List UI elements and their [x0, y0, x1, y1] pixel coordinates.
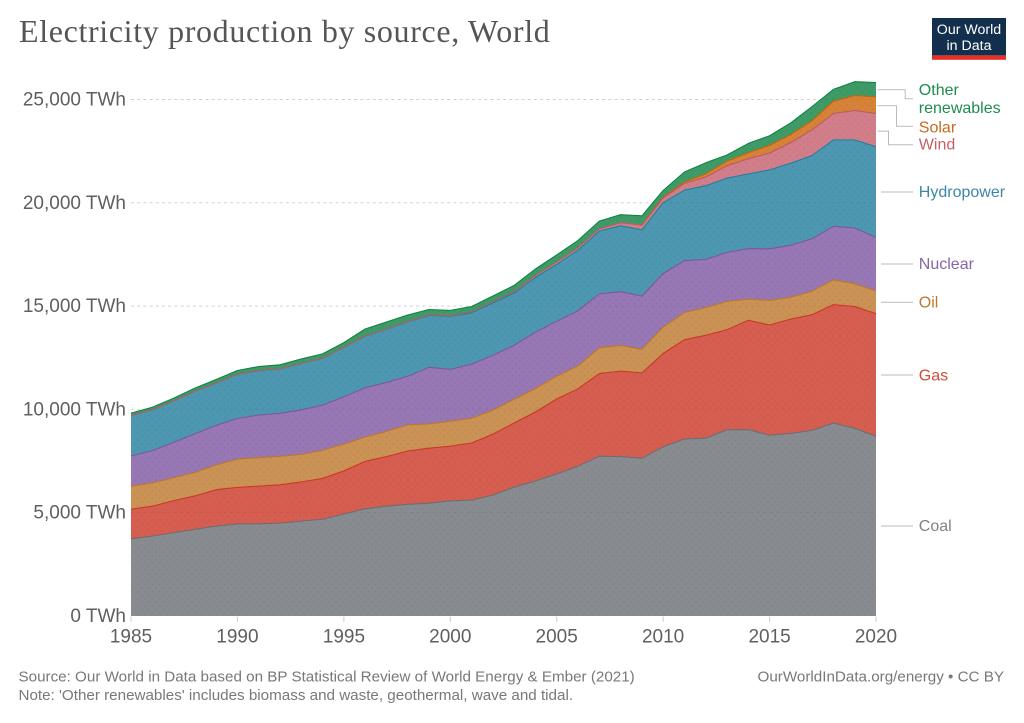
svg-text:Source: Our World in Data base: Source: Our World in Data based on BP St… [19, 669, 635, 686]
svg-text:0 TWh: 0 TWh [70, 606, 126, 627]
svg-text:1990: 1990 [216, 626, 258, 647]
svg-text:Other: Other [919, 82, 960, 99]
svg-text:in Data: in Data [947, 38, 992, 54]
svg-text:Coal: Coal [919, 518, 952, 535]
svg-text:Note: 'Other renewables' inclu: Note: 'Other renewables' includes biomas… [19, 687, 574, 704]
svg-text:Wind: Wind [919, 136, 955, 153]
svg-text:Nuclear: Nuclear [919, 256, 975, 273]
svg-text:Solar: Solar [919, 119, 957, 136]
svg-text:Hydropower: Hydropower [919, 184, 1006, 201]
svg-text:15,000 TWh: 15,000 TWh [23, 296, 126, 317]
svg-text:25,000 TWh: 25,000 TWh [23, 90, 126, 111]
svg-text:2015: 2015 [748, 626, 790, 647]
svg-text:renewables: renewables [919, 100, 1001, 117]
svg-text:2010: 2010 [642, 626, 684, 647]
svg-text:Oil: Oil [919, 295, 939, 312]
svg-text:5,000 TWh: 5,000 TWh [33, 503, 126, 524]
svg-text:1985: 1985 [110, 626, 152, 647]
svg-text:Gas: Gas [919, 367, 948, 384]
svg-text:10,000 TWh: 10,000 TWh [23, 399, 126, 420]
svg-text:2000: 2000 [429, 626, 471, 647]
svg-text:1995: 1995 [323, 626, 365, 647]
svg-text:20,000 TWh: 20,000 TWh [23, 193, 126, 214]
svg-text:OurWorldInData.org/energy • CC: OurWorldInData.org/energy • CC BY [758, 669, 1004, 686]
svg-text:2005: 2005 [536, 626, 578, 647]
svg-text:Our World: Our World [937, 22, 1001, 38]
svg-text:Electricity production by sour: Electricity production by source, World [19, 13, 550, 49]
svg-text:2020: 2020 [855, 626, 897, 647]
